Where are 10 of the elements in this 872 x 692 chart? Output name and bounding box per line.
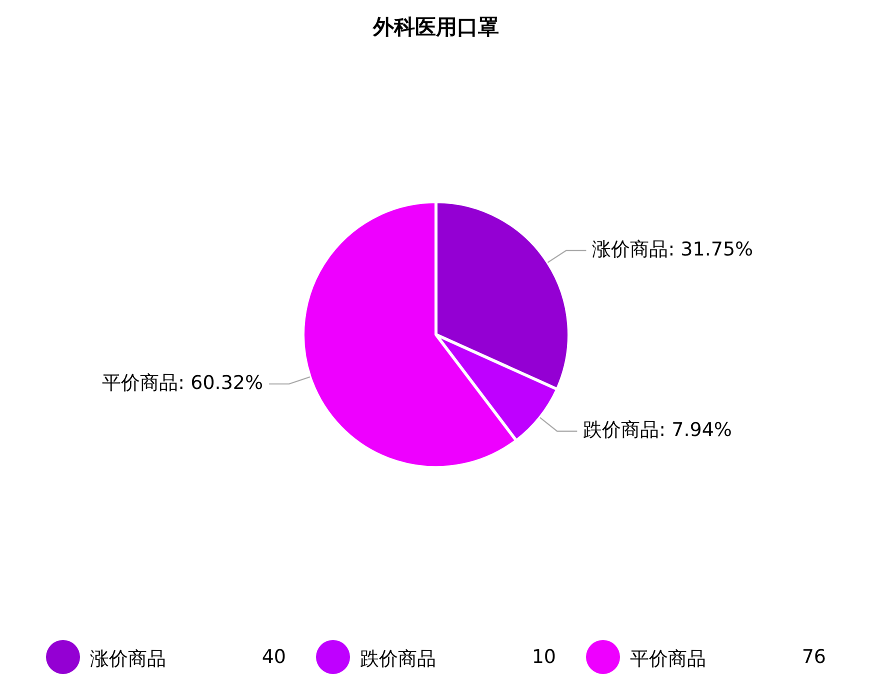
chart-title: 外科医用口罩 <box>372 15 499 40</box>
legend-label: 平价商品 <box>630 647 706 672</box>
text: 40 <box>262 646 286 668</box>
data-label: 跌价商品: 7.94% <box>583 419 732 442</box>
text: 10 <box>532 646 556 668</box>
data-label: 涨价商品: 31.75% <box>592 238 754 260</box>
text: 76 <box>802 646 826 668</box>
legend-label: 跌价商品 <box>360 647 436 672</box>
legend-label: 涨价商品 <box>90 647 166 672</box>
data-label: 平价商品: 60.32% <box>102 372 264 394</box>
